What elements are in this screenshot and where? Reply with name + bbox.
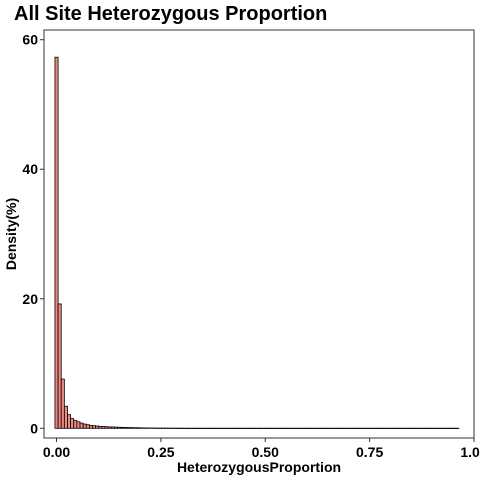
histogram-bar (85, 424, 90, 429)
histogram-bar (117, 426, 122, 429)
y-tick-label: 20 (22, 291, 38, 307)
histogram-bar (135, 427, 140, 429)
histogram-bar (101, 426, 106, 429)
x-tick-label: 0.25 (147, 444, 174, 460)
y-axis: 0 20 40 60 (22, 32, 44, 436)
histogram-bar (120, 426, 125, 429)
y-tick-label: 40 (22, 161, 38, 177)
histogram-bar (126, 427, 131, 429)
histogram-bar (89, 424, 93, 429)
histogram-bar (114, 426, 118, 429)
histogram-bar (57, 303, 62, 429)
histogram-bar (63, 405, 68, 429)
y-tick-label: 60 (22, 32, 38, 48)
histogram-bar (67, 414, 72, 429)
histogram-bar (79, 422, 84, 429)
histogram-bar (132, 427, 137, 429)
histogram-bar (54, 56, 59, 429)
x-tick-label: 1.00 (460, 444, 480, 460)
histogram-bar (76, 421, 81, 429)
plot-border (43, 29, 475, 439)
y-axis-title: Density(%) (3, 198, 19, 270)
histogram-bar (107, 426, 112, 429)
histogram-bar (104, 426, 109, 429)
x-axis-title: HeterozygousProportion (177, 459, 341, 475)
histogram-bar (73, 420, 78, 429)
histogram-bar (92, 425, 97, 429)
x-tick-label: 0.50 (252, 444, 279, 460)
y-tick-label: 0 (30, 420, 38, 436)
x-tick-label: 0.00 (43, 444, 70, 460)
x-axis: 0.00 0.25 0.50 0.75 1.00 (43, 438, 480, 460)
histogram-bar (110, 426, 115, 429)
chart-title: All Site Heterozygous Proportion (14, 3, 327, 25)
histogram-bar (70, 418, 75, 429)
histogram-bars (54, 56, 460, 429)
histogram-bar (98, 425, 103, 429)
histogram-bar (95, 425, 100, 429)
histogram-bar (82, 423, 87, 429)
x-tick-label: 0.75 (356, 444, 383, 460)
histogram-bar (123, 427, 128, 429)
histogram-bar (60, 378, 65, 429)
histogram-bar (129, 427, 134, 429)
